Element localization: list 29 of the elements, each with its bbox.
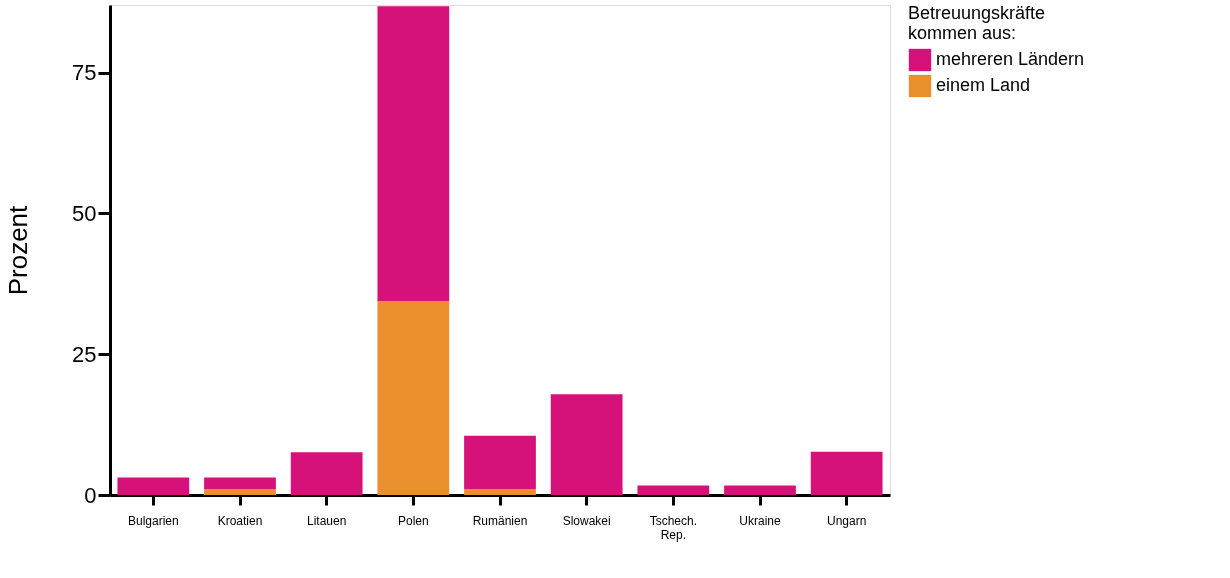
bar	[377, 6, 450, 302]
x-tick-label: Litauen	[306, 513, 347, 528]
bar	[204, 489, 276, 495]
y-tick-label: 75	[72, 60, 97, 86]
x-tick-label: Kroatien	[217, 513, 263, 528]
x-tick-label: Rumänien	[472, 513, 528, 528]
x-tick-label: Ungarn	[826, 513, 867, 528]
legend-label: mehreren Ländern	[936, 49, 1085, 69]
x-tick-label: Tschech. Rep.	[649, 513, 698, 542]
y-axis-title: Prozent	[3, 204, 34, 296]
y-tick-label: 50	[72, 200, 97, 226]
bar	[290, 452, 363, 495]
bar	[117, 477, 190, 495]
bar	[204, 477, 276, 490]
y-tick-label: 0	[84, 482, 97, 508]
bar	[377, 301, 450, 495]
x-tick-label: Slowakei	[562, 513, 611, 528]
bar	[464, 435, 536, 490]
legend-title: Betreuungskräfte kommen aus:	[908, 3, 1046, 43]
x-tick-label: Bulgarien	[127, 513, 179, 528]
x-tick-label: Polen	[397, 513, 429, 528]
bar	[464, 489, 536, 495]
bar	[550, 394, 623, 495]
bar	[637, 485, 710, 495]
x-tick-label: Ukraine	[739, 513, 781, 528]
legend-label: einem Land	[936, 75, 1031, 95]
bar	[724, 485, 796, 495]
y-tick-label: 25	[72, 341, 97, 367]
bar	[810, 451, 883, 495]
